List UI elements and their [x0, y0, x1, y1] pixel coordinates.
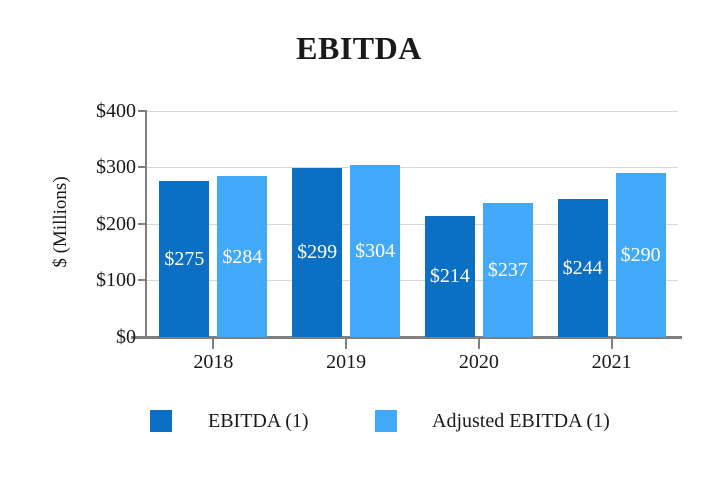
bar-ebitda-1-2021 — [557, 198, 608, 337]
bar-ebitda-1-2018 — [159, 181, 210, 337]
bar-value-label: $299 — [297, 241, 338, 264]
x-tick-label: 2020 — [458, 351, 499, 373]
x-axis-tick — [477, 337, 480, 349]
bar-ebitda-1-2020 — [424, 215, 475, 337]
bar-adjusted-ebitda-1-2020 — [482, 202, 533, 337]
bar-value-label: $290 — [620, 243, 661, 266]
legend-swatch-ebitda-1 — [150, 410, 172, 432]
chart-title: EBITDA — [296, 30, 422, 66]
y-gridline — [147, 280, 678, 282]
x-axis-tick — [610, 337, 613, 349]
y-tick-label: $200 — [96, 212, 136, 235]
y-tick-label: $400 — [96, 99, 136, 122]
bar-value-label: $214 — [429, 265, 470, 288]
y-tick-label: $300 — [96, 156, 136, 179]
y-tick-label: $0 — [116, 326, 136, 348]
x-axis-line — [131, 336, 682, 339]
x-axis-tick — [212, 337, 215, 349]
y-axis-tick — [138, 222, 147, 225]
x-tick-label: 2021 — [591, 351, 632, 373]
bar-value-label: $237 — [487, 258, 528, 281]
legend-swatch-adjusted-ebitda-1 — [375, 410, 397, 432]
bar-value-label: $275 — [164, 248, 205, 271]
bar-value-label: $244 — [562, 256, 603, 279]
y-axis-tick — [138, 166, 147, 169]
y-tick-label: $100 — [96, 269, 136, 292]
bar-adjusted-ebitda-1-2021 — [615, 172, 666, 337]
bar-adjusted-ebitda-1-2018 — [217, 176, 268, 337]
legend-label-ebitda-1: EBITDA (1) — [208, 410, 309, 432]
bar-adjusted-ebitda-1-2019 — [350, 164, 401, 337]
bar-ebitda-1-2019 — [292, 167, 343, 337]
y-axis-tick — [138, 279, 147, 282]
legend-label-adjusted-ebitda-1: Adjusted EBITDA (1) — [432, 410, 610, 432]
bar-value-label: $304 — [355, 239, 396, 262]
y-gridline — [147, 167, 678, 169]
y-axis-tick — [138, 336, 147, 338]
y-gridline — [147, 223, 678, 225]
x-tick-label: 2019 — [326, 351, 367, 373]
y-axis-tick — [138, 109, 147, 112]
x-axis-tick — [345, 337, 348, 349]
bar-value-label: $284 — [222, 245, 263, 268]
x-tick-label: 2018 — [193, 351, 234, 373]
y-gridline — [147, 110, 678, 112]
